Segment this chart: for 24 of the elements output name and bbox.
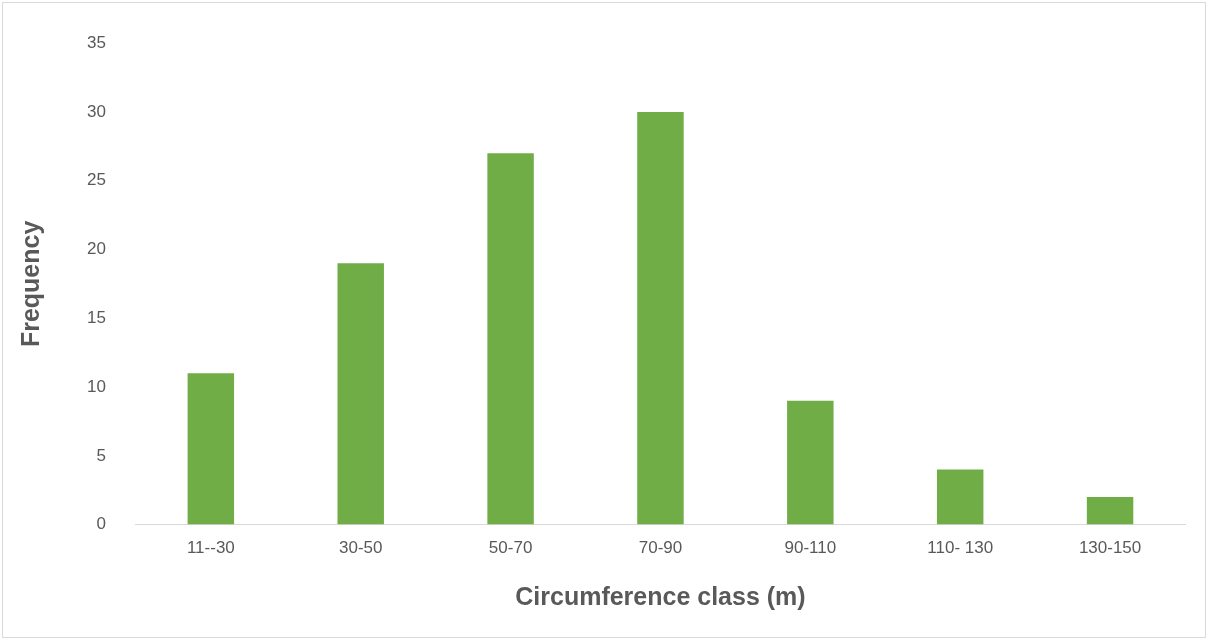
bar <box>637 111 684 525</box>
y-tick-label: 25 <box>86 170 106 190</box>
bar <box>787 400 834 525</box>
x-tick-label: 110- 130 <box>927 538 994 558</box>
x-tick-label: 90-110 <box>784 538 837 558</box>
x-tick-label: 30-50 <box>338 538 383 558</box>
y-tick-label: 30 <box>86 101 106 121</box>
y-tick-label: 10 <box>86 376 106 396</box>
bar <box>487 153 534 525</box>
x-tick-label: 11--30 <box>186 538 235 558</box>
bar <box>1086 497 1134 525</box>
y-tick-label: 15 <box>86 307 106 327</box>
y-tick-label: 5 <box>96 445 106 465</box>
y-tick-label: 35 <box>86 32 106 52</box>
x-axis-title: Circumference class (m) <box>515 581 806 610</box>
x-tick-label: 70-90 <box>638 538 683 558</box>
y-tick-label: 0 <box>96 514 106 534</box>
bar <box>187 373 235 525</box>
y-axis-title: Frequency <box>15 220 44 348</box>
x-tick-label: 50-70 <box>488 538 533 558</box>
x-tick-label: 130-150 <box>1078 538 1142 558</box>
bar <box>936 469 984 525</box>
y-tick-label: 20 <box>86 239 106 259</box>
bar <box>337 263 384 525</box>
